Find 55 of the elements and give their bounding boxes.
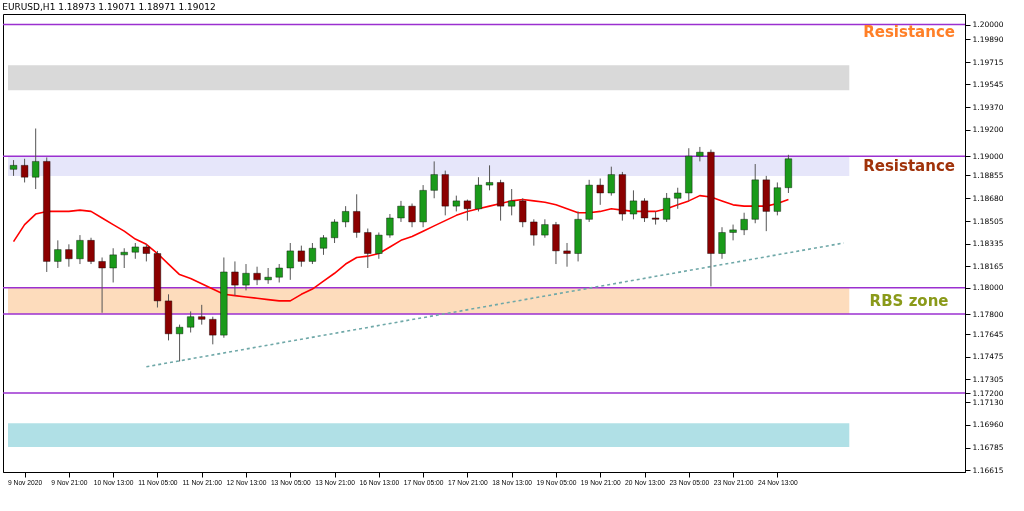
- candlestick: [663, 192, 671, 223]
- candlestick: [198, 304, 206, 326]
- candlestick: [308, 242, 316, 265]
- candlestick: [275, 263, 283, 283]
- candlestick: [497, 179, 505, 222]
- candlestick: [76, 234, 84, 265]
- candlestick: [430, 160, 438, 199]
- candlestick: [297, 245, 305, 268]
- line-series: [12, 194, 790, 302]
- candlestick: [718, 226, 726, 260]
- candlestick: [87, 237, 95, 265]
- candlestick: [773, 181, 781, 216]
- candlestick: [485, 164, 494, 191]
- candlestick: [408, 203, 416, 228]
- candlestick: [319, 234, 328, 256]
- candlestick: [607, 166, 615, 197]
- candlestick: [386, 213, 394, 239]
- candlestick: [508, 188, 516, 216]
- candlestick: [109, 247, 117, 283]
- candlestick: [54, 239, 62, 269]
- candlestick: [629, 189, 637, 220]
- candlestick: [176, 324, 184, 362]
- candlestick: [120, 247, 128, 269]
- candlestick: [342, 205, 350, 228]
- candlestick: [32, 128, 40, 190]
- candlestick: [397, 200, 405, 223]
- candlestick: [530, 218, 538, 247]
- candlestick: [729, 224, 737, 241]
- band-label: Resistance: [863, 157, 955, 176]
- candlestick: [519, 197, 527, 228]
- candlestick: [65, 243, 73, 268]
- band-label: RBS zone: [869, 291, 949, 310]
- candlestick: [231, 260, 239, 297]
- candlestick: [286, 242, 294, 281]
- candlestick: [264, 267, 272, 285]
- candlestick: [375, 231, 383, 260]
- candlestick: [364, 228, 372, 269]
- candlestick: [596, 178, 604, 206]
- candlestick: [331, 218, 339, 244]
- candlestick: [674, 187, 682, 210]
- ref-line-label: Resistance: [863, 22, 955, 41]
- candlestick: [563, 242, 571, 268]
- candlestick: [474, 176, 483, 212]
- candlestick: [98, 256, 106, 314]
- candlestick: [187, 310, 195, 333]
- candlestick: [242, 263, 250, 291]
- chart-title: EURUSD,H1 1.18973 1.19071 1.18971 1.19012: [2, 2, 216, 12]
- candlestick: [253, 266, 261, 286]
- candlestick: [353, 193, 361, 239]
- candlestick: [740, 212, 748, 236]
- candlestick: [640, 197, 649, 223]
- candlestick: [696, 146, 704, 162]
- candlestick: [541, 218, 549, 239]
- candlestick: [209, 316, 217, 345]
- candlestick: [21, 158, 29, 183]
